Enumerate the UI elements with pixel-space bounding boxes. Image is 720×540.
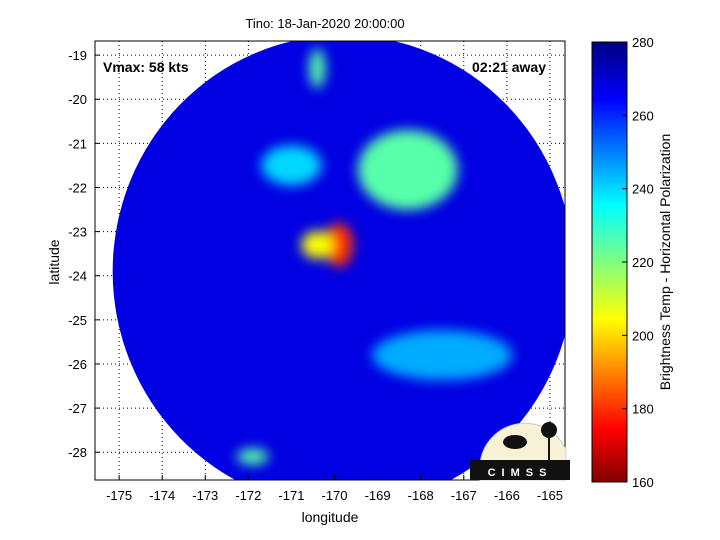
colorbar-tick-label: 160 [632,475,654,490]
y-tick-label: -27 [68,401,87,416]
feature-inner-ring [301,230,334,259]
x-tick-label: -174 [149,488,175,503]
x-tick-label: -168 [408,488,434,503]
x-tick-label: -167 [451,488,477,503]
x-tick-label: -166 [494,488,520,503]
colorbar-tick-label: 180 [632,402,654,417]
swath-image [112,41,565,480]
colorbar-tick-label: 260 [632,108,654,123]
y-tick-label: -22 [68,180,87,195]
axes-box [94,40,566,481]
y-tick-label: -19 [68,48,87,63]
logo-text: CIMSS [488,467,553,479]
y-tick-label: -23 [68,225,87,240]
time-away-annotation: 02:21 away [472,59,546,75]
y-tick-label: -21 [68,136,87,151]
feature-north-spot [309,48,326,89]
vmax-annotation: Vmax: 58 kts [103,59,189,75]
colorbar-tick-label: 280 [632,35,654,50]
water-tower-icon [541,422,557,438]
satellite-dish-icon [503,435,527,449]
x-tick-label: -170 [322,488,348,503]
y-tick-label: -24 [68,269,87,284]
x-tick-label: -165 [537,488,563,503]
feature-eye-core [324,222,353,267]
y-tick-label: -25 [68,313,87,328]
chart-title: Tino: 18-Jan-2020 20:00:00 [245,16,404,31]
feature-southwest-spot [236,448,269,465]
cimss-logo: CIMSS [470,422,570,481]
feature-northwest-band [261,145,322,186]
colorbar-tick-label: 200 [632,328,654,343]
y-axis-label: latitude [46,239,62,284]
feature-south-band [372,330,513,381]
y-tick-label: -26 [68,357,87,372]
x-tick-label: -172 [235,488,261,503]
colorbar-tick-label: 220 [632,255,654,270]
colorbar [591,41,628,483]
feature-north-band [357,129,458,210]
x-tick-label: -175 [106,488,132,503]
x-axis-label: longitude [302,509,359,525]
x-tick-label: -173 [192,488,218,503]
x-tick-label: -171 [278,488,304,503]
y-tick-label: -28 [68,445,87,460]
colorbar-tick-label: 240 [632,182,654,197]
x-tick-label: -169 [365,488,391,503]
colorbar-label: Brightness Temp - Horizontal Polarizatio… [657,134,673,391]
y-tick-label: -20 [68,92,87,107]
